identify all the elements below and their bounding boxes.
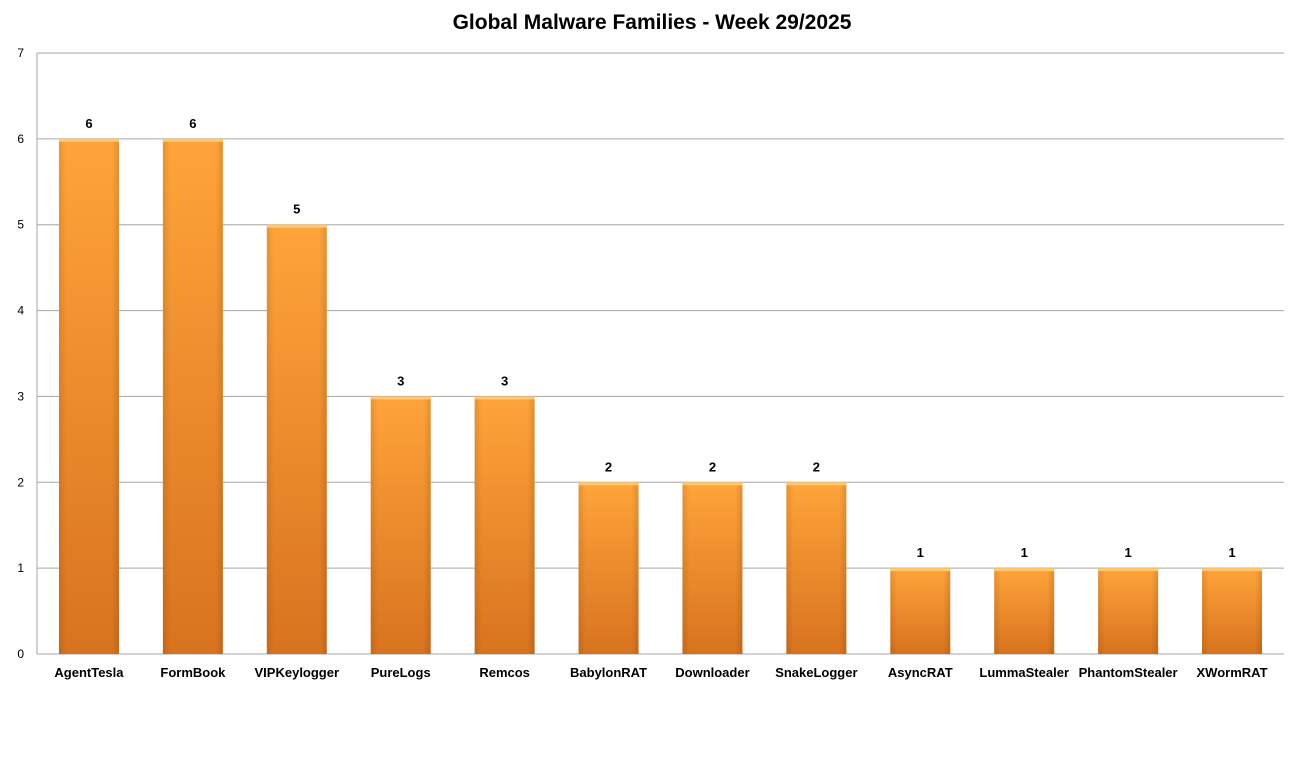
x-tick-label: AsyncRAT	[888, 665, 953, 680]
y-tick-label: 5	[17, 218, 24, 232]
x-tick-label: SnakeLogger	[775, 665, 857, 680]
bar-cap	[266, 224, 327, 228]
bar-shade	[1202, 568, 1263, 654]
x-tick-label: BabylonRAT	[570, 665, 647, 680]
data-label: 1	[917, 545, 924, 560]
bar-shade	[682, 482, 743, 654]
bar-cap	[58, 138, 119, 142]
data-label: 6	[189, 116, 196, 131]
x-tick-label: PureLogs	[371, 665, 431, 680]
data-label: 2	[709, 459, 716, 474]
data-label: 5	[293, 202, 300, 217]
bar-shade	[266, 224, 327, 654]
bar-shade	[1098, 568, 1159, 654]
y-tick-label: 6	[17, 132, 24, 146]
y-tick-label: 1	[17, 561, 24, 575]
labels: 0 1 2 3 4 5 6 7 6 AgentTesla 6 FormBook 5 VIPKeylogge…	[17, 46, 1267, 680]
y-tick-label: 7	[17, 46, 24, 60]
gridlines	[37, 52, 1284, 569]
bar-shade	[578, 482, 639, 654]
chart-title: Global Malware Families - Week 29/2025	[452, 11, 852, 34]
bar-cap	[890, 568, 951, 572]
x-tick-label: VIPKeylogger	[255, 665, 340, 680]
data-label: 2	[605, 459, 612, 474]
bar-shade	[890, 568, 951, 654]
bar-cap	[786, 482, 847, 486]
bar-shade	[474, 396, 535, 654]
data-label: 3	[397, 373, 404, 388]
bar-cap	[682, 482, 743, 486]
x-tick-label: LummaStealer	[979, 665, 1069, 680]
y-tick-label: 3	[17, 389, 24, 403]
bar-shade	[994, 568, 1055, 654]
x-tick-label: PhantomStealer	[1079, 665, 1178, 680]
bar-cap	[1098, 568, 1159, 572]
bar-cap	[578, 482, 639, 486]
bar-shade	[370, 396, 431, 654]
bar-cap	[162, 138, 223, 142]
data-label: 1	[1125, 545, 1132, 560]
x-tick-label: FormBook	[160, 665, 226, 680]
bar-cap	[370, 396, 431, 400]
data-label: 2	[813, 459, 820, 474]
bar-cap	[1202, 568, 1263, 572]
bars	[58, 138, 1263, 654]
data-label: 6	[85, 116, 92, 131]
bar-shade	[58, 138, 119, 654]
bar-cap	[994, 568, 1055, 572]
bar-shade	[786, 482, 847, 654]
data-label: 1	[1021, 545, 1028, 560]
y-tick-label: 2	[17, 475, 24, 489]
bar-shade	[162, 138, 223, 654]
x-tick-label: AgentTesla	[54, 665, 124, 680]
y-tick-label: 0	[17, 647, 24, 661]
data-label: 1	[1228, 545, 1235, 560]
y-tick-label: 4	[17, 304, 24, 318]
x-tick-label: Remcos	[479, 665, 530, 680]
data-label: 3	[501, 373, 508, 388]
bar-cap	[474, 396, 535, 400]
axes	[36, 53, 1284, 655]
x-tick-label: XWormRAT	[1197, 665, 1268, 680]
x-tick-label: Downloader	[675, 665, 749, 680]
